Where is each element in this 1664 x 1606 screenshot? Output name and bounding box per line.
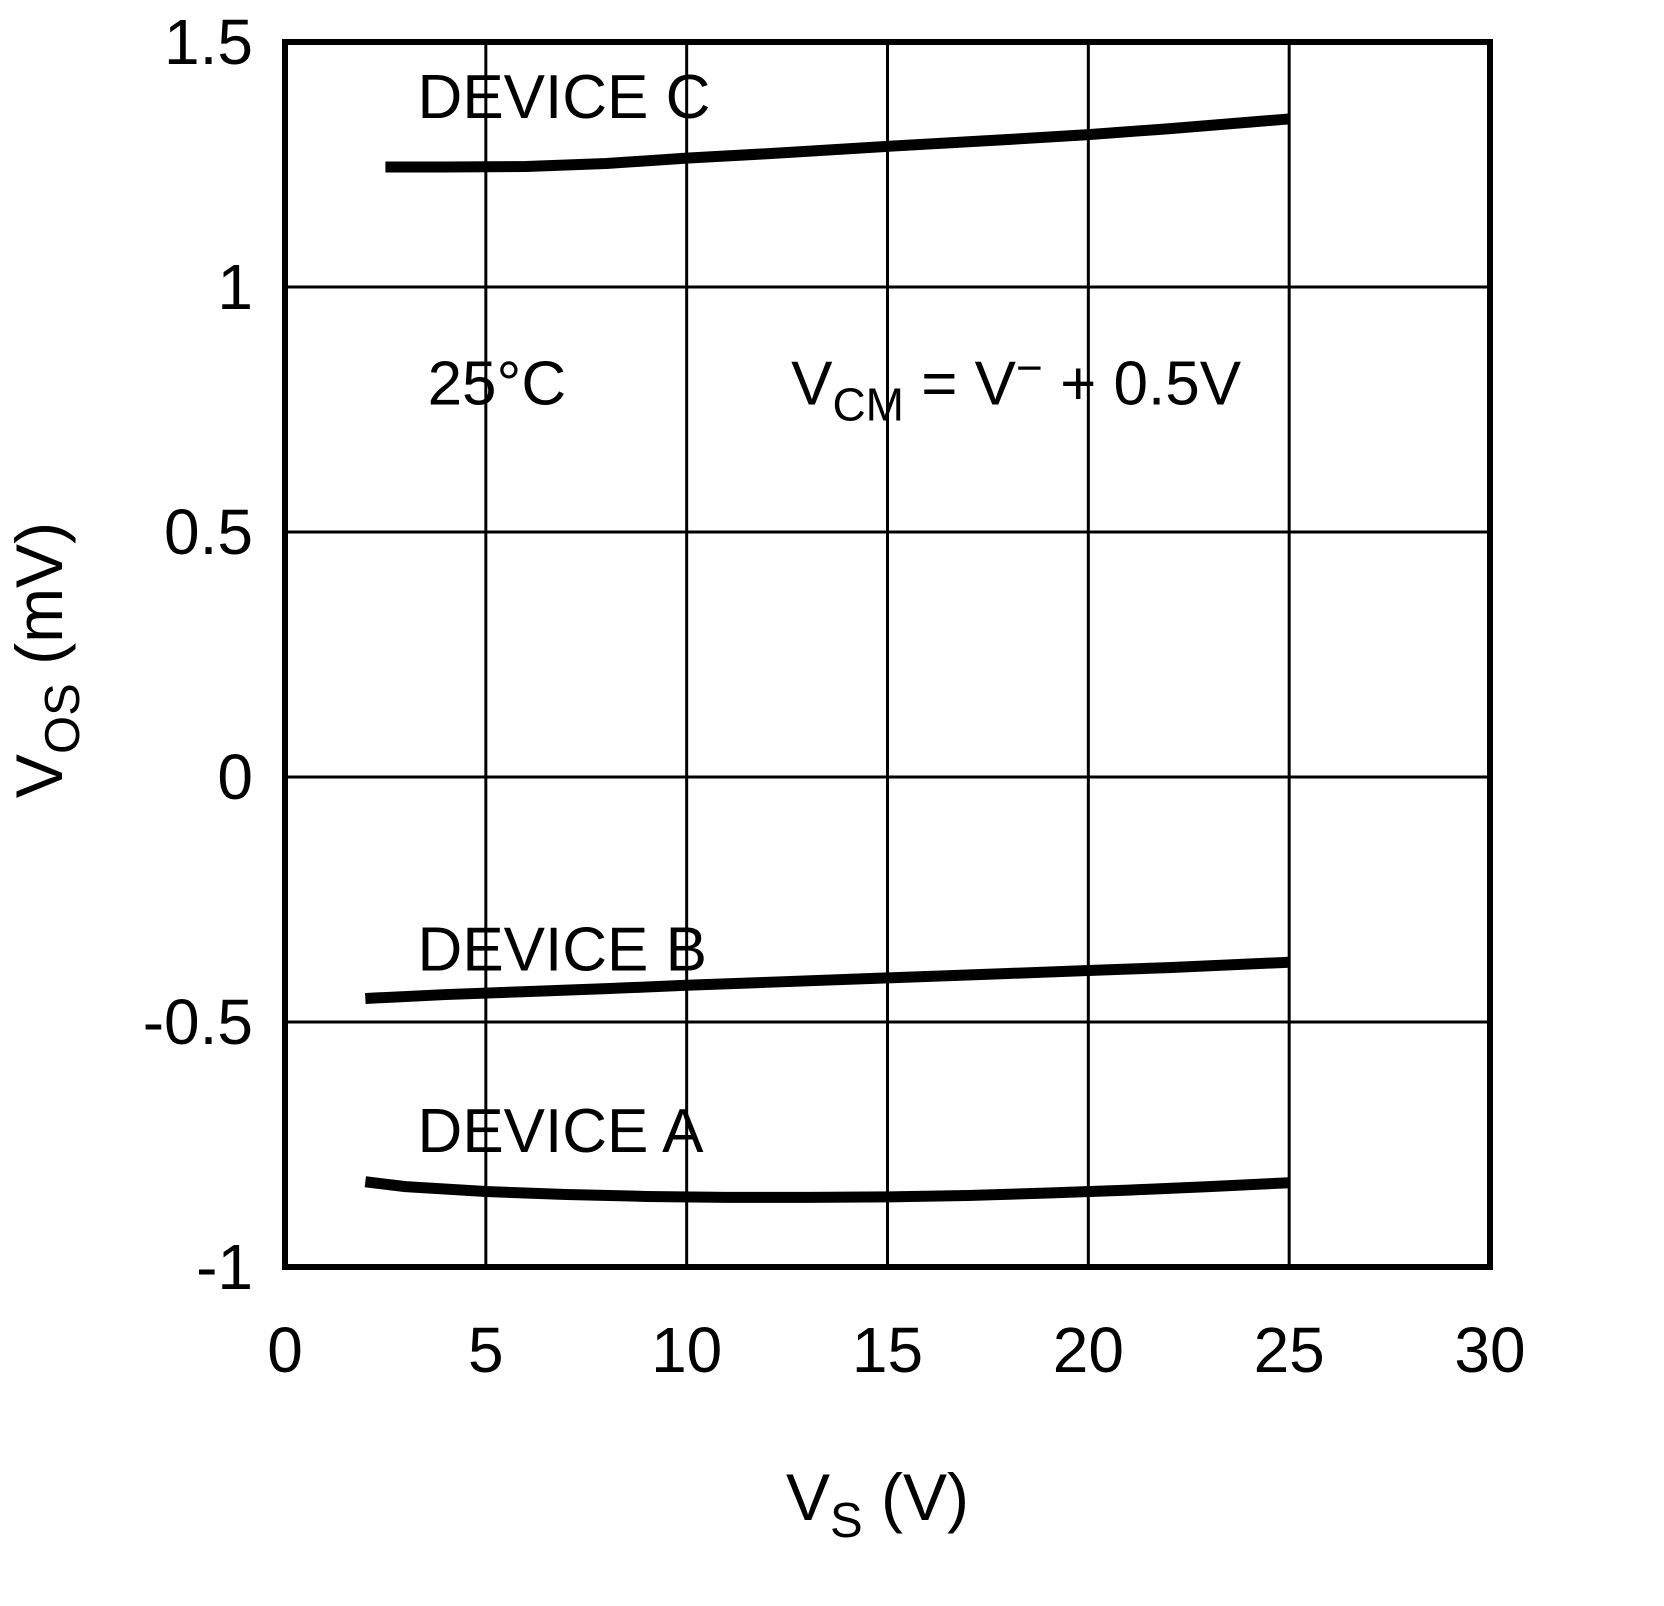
x-tick-label: 0 xyxy=(267,1314,303,1386)
y-tick-label: 1 xyxy=(217,251,253,323)
annotation-temperature-note: 25°C xyxy=(428,350,567,419)
y-tick-label: 0.5 xyxy=(164,496,253,568)
x-tick-label: 15 xyxy=(852,1314,923,1386)
series-label-device-b: DEVICE B xyxy=(418,916,707,985)
series-label-device-c: DEVICE C xyxy=(418,63,711,132)
y-tick-label: -0.5 xyxy=(143,986,253,1058)
x-tick-label: 20 xyxy=(1053,1314,1124,1386)
x-axis-label: VS (V) xyxy=(786,1460,969,1548)
annotation-vcm-condition-note: VCM = V− + 0.5V xyxy=(791,342,1242,431)
y-tick-label: -1 xyxy=(196,1231,253,1303)
y-axis-label: VOS (mV) xyxy=(2,522,90,798)
series-line-device-b xyxy=(365,956,1290,1004)
y-tick-label: 1.5 xyxy=(164,6,253,78)
x-tick-label: 25 xyxy=(1254,1314,1325,1386)
series-label-device-a: DEVICE A xyxy=(418,1097,705,1166)
y-tick-label: 0 xyxy=(217,741,253,813)
series-line-device-a xyxy=(364,1176,1290,1203)
x-tick-label: 5 xyxy=(468,1314,504,1386)
series-line-device-c xyxy=(385,113,1290,173)
axis-box xyxy=(282,39,1493,1270)
x-tick-label: 10 xyxy=(651,1314,722,1386)
x-tick-label: 30 xyxy=(1454,1314,1525,1386)
